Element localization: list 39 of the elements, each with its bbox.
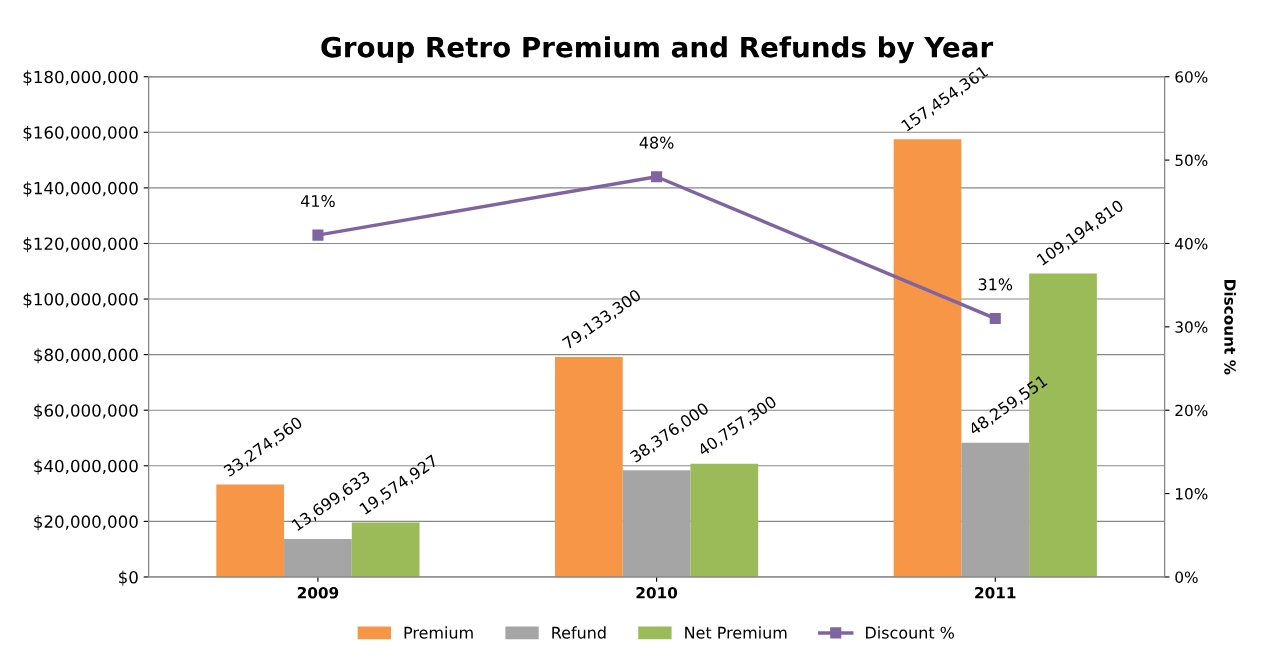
y2-tick-label: 30%	[1175, 321, 1208, 333]
y-tick-label: $160,000,000	[23, 125, 138, 142]
x-tick-label: 2010	[636, 586, 678, 599]
y2-tick-label: 40%	[1175, 237, 1208, 250]
y-tick-label: $100,000,000	[23, 292, 138, 308]
x-tick-label: 2011	[975, 586, 1016, 599]
y-tick-label: $40,000,000	[34, 459, 138, 475]
point	[651, 171, 663, 183]
bar	[690, 463, 759, 577]
y2-axis-title: Discount %	[1224, 280, 1237, 375]
y-tick-label: $180,000,000	[23, 70, 138, 86]
point	[312, 229, 324, 241]
y2-tick-label: 60%	[1175, 71, 1208, 83]
y-tick-label: $80,000,000	[34, 348, 138, 364]
data-label: 48%	[639, 136, 674, 149]
bar	[554, 357, 623, 577]
x-tick-label: 2009	[297, 586, 339, 599]
y2-tick-label: 20%	[1175, 404, 1208, 417]
bar	[961, 442, 1030, 577]
y-tick-label: $0	[119, 570, 138, 586]
y-tick-label: $60,000,000	[34, 403, 138, 419]
bar	[284, 538, 352, 577]
legend-label: Net Premium	[685, 626, 787, 639]
y2-tick-label: 50%	[1175, 154, 1208, 167]
y-tick-label: $120,000,000	[23, 237, 138, 253]
y2-tick-label: 0%	[1175, 571, 1198, 583]
data-label: 31%	[978, 278, 1013, 291]
y2-tick-label: 10%	[1175, 488, 1208, 500]
bar	[893, 139, 962, 577]
bar	[216, 484, 285, 577]
data-label: 41%	[300, 194, 335, 208]
legend-label: Discount %	[866, 626, 954, 639]
bar	[622, 470, 691, 577]
y-tick-label: $20,000,000	[34, 515, 138, 531]
legend-label: Premium	[404, 626, 473, 639]
legend-label: Refund	[552, 626, 606, 639]
chart-title: Group Retro Premium and Refunds by Year	[321, 36, 994, 64]
y-tick-label: $140,000,000	[23, 181, 138, 197]
point	[989, 312, 1001, 325]
